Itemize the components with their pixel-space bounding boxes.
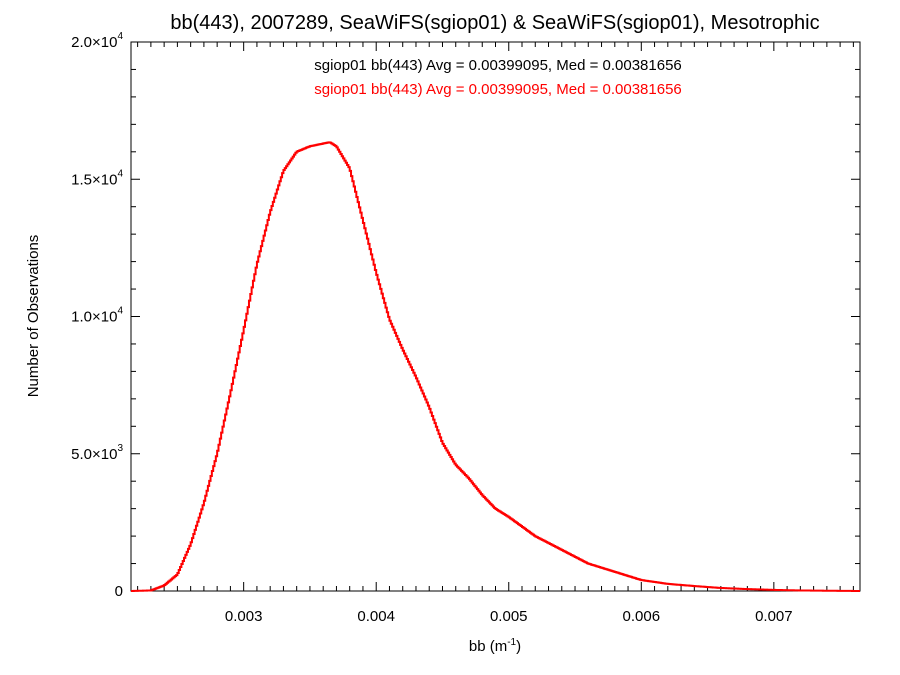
y-tick-mantissa: 0	[115, 583, 123, 600]
chart-title: bb(443), 2007289, SeaWiFS(sgiop01) & Sea…	[170, 12, 819, 34]
x-tick-label: 0.004	[357, 608, 395, 625]
y-tick-mantissa: 2.0×10	[71, 34, 117, 51]
y-tick-label: 1.0×104	[71, 306, 123, 326]
x-tick-label: 0.005	[490, 608, 528, 625]
x-axis-label-close: )	[516, 638, 521, 655]
x-tick-label: 0.007	[755, 608, 793, 625]
x-axis-label: bb (m-1)	[469, 637, 521, 655]
y-tick-label: 0	[115, 583, 123, 600]
y-tick-label: 5.0×103	[71, 443, 123, 463]
y-tick-mantissa: 5.0×10	[71, 446, 117, 463]
y-tick-label: 2.0×104	[71, 31, 123, 51]
x-axis-label-text: bb (m	[469, 638, 507, 655]
annotation-black: sgiop01 bb(443) Avg = 0.00399095, Med = …	[314, 57, 682, 74]
x-tick-label: 0.003	[225, 608, 263, 625]
y-tick-exponent: 4	[117, 31, 123, 42]
x-axis-ticks: 0.003 0.004 0.005 0.006 0.007	[137, 42, 854, 625]
x-axis-label-sup: -1	[507, 637, 516, 648]
x-tick-label: 0.006	[623, 608, 661, 625]
annotation-red: sgiop01 bb(443) Avg = 0.00399095, Med = …	[314, 81, 682, 98]
y-tick-mantissa: 1.5×10	[71, 171, 117, 188]
y-tick-exponent: 3	[117, 443, 123, 454]
y-tick-mantissa: 1.0×10	[71, 309, 117, 326]
y-axis-label: Number of Observations	[25, 235, 42, 398]
y-tick-exponent: 4	[117, 306, 123, 317]
y-tick-label: 1.5×104	[71, 168, 123, 188]
series-line-sgiop01	[131, 141, 860, 592]
y-tick-exponent: 4	[117, 168, 123, 179]
